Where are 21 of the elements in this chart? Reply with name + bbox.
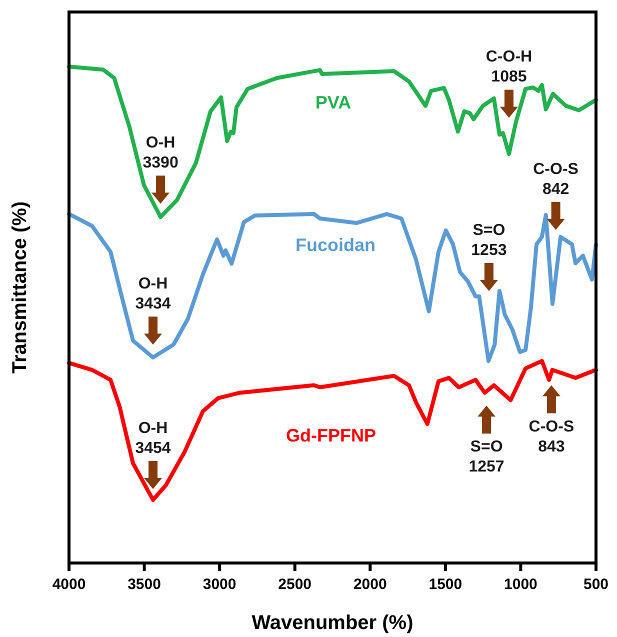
series-label: PVA xyxy=(315,92,352,113)
x-tick-label: 3000 xyxy=(202,576,236,593)
x-tick-label: 1500 xyxy=(428,576,462,593)
x-tick-label: 1000 xyxy=(504,576,538,593)
annotation: C-O-S 842 xyxy=(533,160,579,198)
x-tick-label: 2500 xyxy=(278,576,312,593)
x-tick-label: 500 xyxy=(583,576,609,593)
x-axis-title: Wavenumber (%) xyxy=(252,612,414,634)
text: Gd-FPFNP xyxy=(286,426,376,446)
annotation: C-O-S 843 xyxy=(528,418,574,456)
x-tick-label: 2000 xyxy=(353,576,387,593)
annotation: O-H 3454 xyxy=(135,420,171,458)
y-axis-title: Transmittance (%) xyxy=(9,201,31,374)
annotation: C-O-H 1085 xyxy=(486,48,532,86)
annotation: O-H 3390 xyxy=(142,134,178,172)
x-tick-label: 3500 xyxy=(128,576,161,593)
annotation: O-H 3434 xyxy=(135,276,171,313)
annotation: S=O 1253 xyxy=(471,222,507,259)
annotation: S=O 1257 xyxy=(468,438,504,476)
series-label: Fucoidan xyxy=(296,235,376,256)
x-tick-label: 4000 xyxy=(52,576,86,593)
